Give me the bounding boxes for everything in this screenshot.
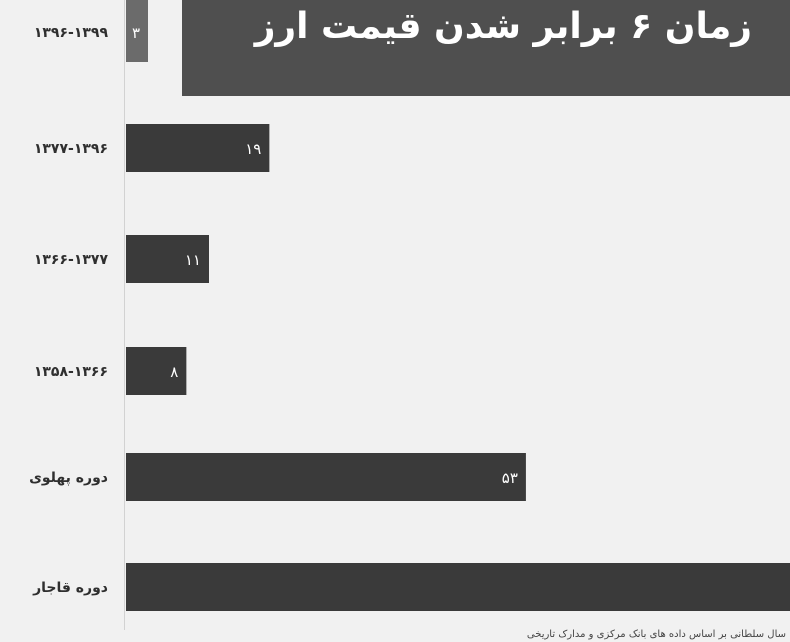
category-label-4: دوره پهلوی bbox=[29, 470, 108, 486]
value-label-1: ۱۹ bbox=[245, 140, 261, 158]
value-label-3: ۸ bbox=[170, 363, 178, 381]
category-label-0: ۱۳۹۶-۱۳۹۹ bbox=[34, 25, 109, 41]
bar-5 bbox=[126, 563, 790, 611]
value-label-4: ۵۳ bbox=[502, 469, 518, 487]
bar-0 bbox=[126, 0, 148, 62]
bar-2 bbox=[126, 235, 209, 283]
title-banner: زمان ۶ برابر شدن قیمت ارز bbox=[182, 0, 790, 96]
value-label-2: ۱۱ bbox=[185, 251, 201, 269]
category-label-2: ۱۳۶۶-۱۳۷۷ bbox=[34, 252, 109, 268]
category-label-5: دوره قاجار bbox=[32, 580, 108, 596]
value-label-0: ۳ bbox=[132, 24, 140, 42]
chart-title: زمان ۶ برابر شدن قیمت ارز bbox=[254, 6, 752, 47]
y-axis-line bbox=[124, 0, 125, 630]
bar-4 bbox=[126, 453, 526, 501]
category-label-3: ۱۳۵۸-۱۳۶۶ bbox=[34, 364, 108, 380]
bar-1 bbox=[126, 124, 270, 172]
source-note: سال سلطانی بر اساس داده های بانک مرکزی و… bbox=[526, 629, 786, 640]
category-label-1: ۱۳۷۷-۱۳۹۶ bbox=[34, 141, 108, 157]
bar-3 bbox=[126, 347, 187, 395]
